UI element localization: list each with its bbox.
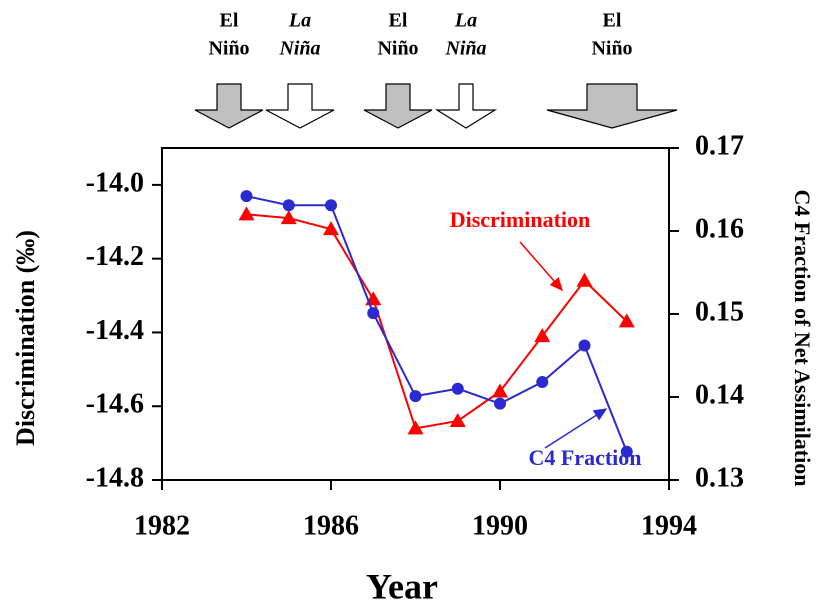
triangle-marker [407, 420, 424, 435]
x-tick-label: 1990 [472, 510, 528, 541]
y2-tick-label: 0.13 [695, 462, 744, 493]
y-tick-label: -14.8 [86, 462, 144, 493]
enso-label: Niña [444, 38, 486, 60]
y2-tick-label: 0.16 [695, 213, 744, 244]
enso-arrow [363, 83, 433, 129]
y-tick-label: -14.0 [86, 167, 144, 198]
enso-arrow [194, 83, 264, 129]
y-tick-label: -14.4 [86, 315, 144, 346]
triangle-marker [280, 210, 297, 225]
enso-label: Niña [278, 38, 320, 60]
series-line [246, 213, 628, 430]
triangle-marker [449, 412, 466, 427]
series-line [246, 195, 628, 453]
triangle-marker [238, 206, 255, 221]
triangle-marker [576, 272, 593, 287]
circle-marker [451, 382, 464, 395]
x-tick-label: 1982 [134, 510, 190, 541]
circle-marker [367, 307, 380, 320]
enso-label: Niño [208, 38, 249, 60]
circle-marker [536, 376, 549, 389]
triangle-marker [492, 383, 508, 398]
y-tick-label: -14.6 [86, 389, 144, 420]
series-label: Discrimination [450, 207, 591, 232]
enso-arrow [434, 83, 498, 129]
enso-label: El [389, 10, 408, 32]
triangle-marker [323, 221, 339, 236]
circle-marker [409, 390, 422, 403]
x-tick-label: 1994 [641, 510, 697, 541]
circle-marker [240, 190, 253, 203]
y2-tick-label: 0.15 [695, 296, 744, 327]
triangle-marker [534, 328, 551, 343]
enso-label: La [288, 10, 311, 32]
callout-arrow [519, 241, 563, 292]
enso-arrow [265, 83, 335, 129]
series-label: C4 Fraction [528, 445, 641, 470]
circle-marker [494, 397, 506, 410]
enso-arrow [546, 83, 678, 129]
enso-label: Niño [591, 38, 632, 60]
x-axis-label: Year [366, 566, 438, 606]
enso-label: El [220, 10, 239, 32]
triangle-marker [618, 313, 635, 328]
enso-label: Niño [377, 38, 418, 60]
y-axis-label: Discrimination (‰) [11, 230, 40, 446]
y2-tick-label: 0.17 [695, 130, 744, 161]
x-tick-label: 1986 [303, 510, 359, 541]
circle-marker [282, 199, 295, 212]
circle-marker [578, 339, 591, 352]
y2-axis-label: C4 Fraction of Net Assimilation [790, 190, 815, 487]
y2-tick-label: 0.14 [695, 379, 744, 410]
y-tick-label: -14.2 [86, 241, 144, 272]
circle-marker [620, 445, 633, 458]
circle-marker [325, 199, 337, 212]
enso-label: La [454, 10, 477, 32]
enso-label: El [603, 10, 622, 32]
callout-arrow [544, 408, 608, 449]
